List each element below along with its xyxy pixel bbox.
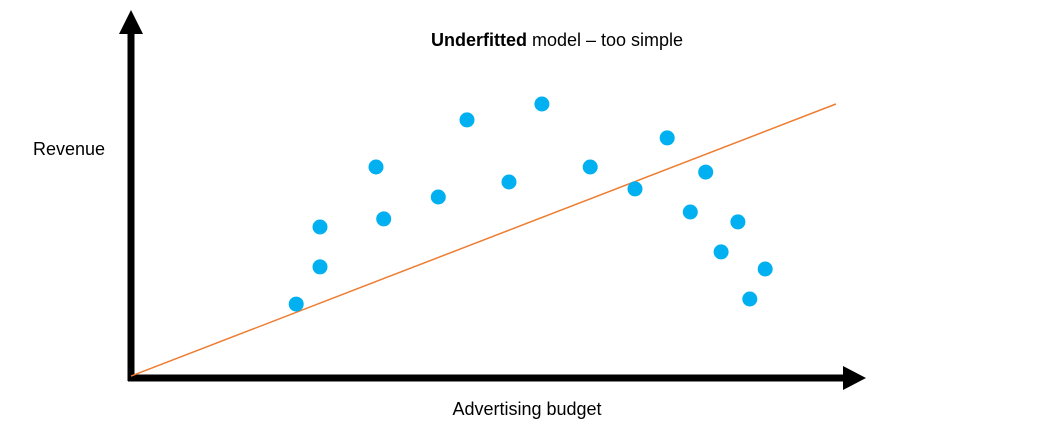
data-point [659,130,675,146]
y-axis-label: Revenue [33,139,105,159]
chart-title: Underfitted model – too simple [431,30,683,50]
data-point [582,159,598,175]
data-point [368,159,384,175]
y-axis-arrow [119,10,143,34]
data-point [682,204,698,220]
data-point [713,244,729,260]
data-point [430,189,446,205]
x-axis-arrow [843,366,866,390]
data-point [501,174,517,190]
data-point [312,259,328,275]
data-point [288,296,304,312]
data-point [742,291,758,307]
data-point [312,219,328,235]
x-axis-label: Advertising budget [452,399,601,419]
fit-line [130,103,837,377]
title-rest: model – too simple [532,30,683,50]
data-point [376,211,392,227]
data-point [627,181,643,197]
data-point [757,261,773,277]
data-point [534,96,550,112]
data-point [730,214,746,230]
data-point [698,164,714,180]
data-point [459,112,475,128]
title-bold: Underfitted [431,30,527,50]
